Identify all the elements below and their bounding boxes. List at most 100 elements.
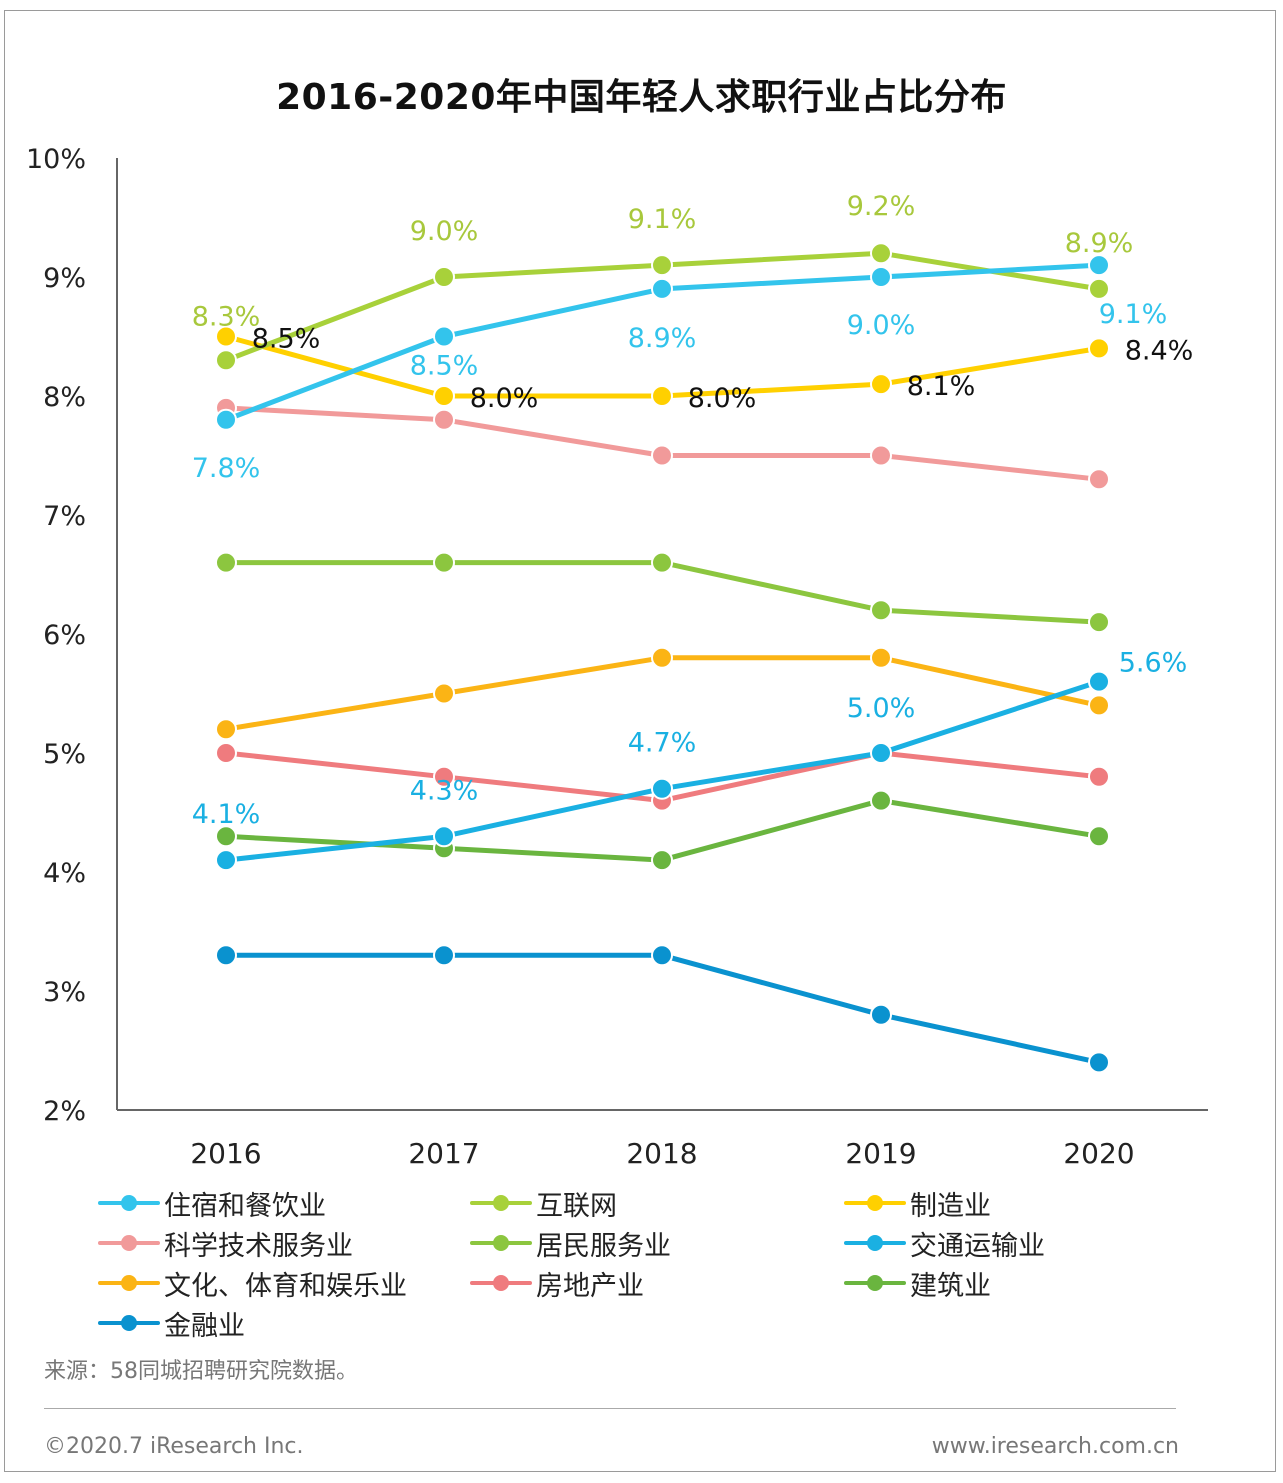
data-label: 8.9%: [1065, 228, 1134, 259]
data-label: 9.0%: [847, 310, 916, 341]
legend-swatch: [844, 1263, 906, 1303]
y-tick-label: 9%: [43, 263, 86, 294]
data-point: [215, 825, 237, 848]
data-label: 4.1%: [192, 799, 261, 830]
data-point: [433, 682, 455, 705]
data-point: [651, 944, 673, 967]
data-point: [1088, 694, 1110, 717]
data-point: [433, 385, 455, 407]
legend-item: 科学技术服务业: [98, 1223, 353, 1263]
legend-label: 科学技术服务业: [164, 1230, 353, 1262]
data-point: [215, 551, 237, 574]
data-label: 4.7%: [628, 728, 697, 759]
legend-swatch: [470, 1183, 532, 1223]
legend-swatch: [98, 1263, 160, 1303]
data-label: 8.5%: [252, 324, 321, 355]
data-point: [651, 254, 673, 277]
y-tick-label: 5%: [43, 739, 86, 770]
data-point: [651, 385, 673, 407]
x-tick-label: 2019: [845, 1137, 916, 1170]
data-point: [1088, 1051, 1110, 1074]
series-line: [223, 952, 1102, 1065]
data-point: [651, 646, 673, 669]
y-tick-label: 3%: [43, 977, 86, 1008]
legend-item: 金融业: [98, 1303, 245, 1343]
data-point: [870, 373, 892, 396]
legend-label: 建筑业: [910, 1270, 991, 1302]
legend-swatch: [98, 1303, 160, 1343]
y-tick-label: 6%: [43, 620, 86, 651]
legend-label: 房地产业: [536, 1270, 644, 1302]
data-point: [651, 551, 673, 574]
legend-item: 房地产业: [470, 1263, 644, 1303]
footer-divider: [44, 1408, 1176, 1409]
data-point: [215, 325, 237, 348]
data-point: [1088, 765, 1110, 788]
data-point: [1088, 277, 1110, 300]
y-tick-label: 4%: [43, 858, 86, 889]
legend-label: 金融业: [164, 1310, 245, 1342]
data-point: [1088, 670, 1110, 693]
data-label: 8.3%: [192, 301, 261, 332]
data-point: [215, 742, 237, 764]
x-tick-label: 2016: [190, 1137, 261, 1170]
data-point: [1088, 825, 1110, 848]
data-point: [215, 849, 237, 872]
legend-label: 互联网: [536, 1190, 617, 1222]
data-point: [433, 266, 455, 288]
data-label: 9.2%: [847, 191, 916, 222]
copyright-text: ©2020.7 iResearch Inc.: [44, 1434, 304, 1459]
data-point: [870, 1003, 892, 1026]
data-label: 9.1%: [1099, 299, 1168, 330]
y-tick-label: 8%: [43, 382, 86, 413]
data-point: [433, 765, 455, 788]
legend-item: 建筑业: [844, 1263, 991, 1303]
data-point: [870, 242, 892, 265]
data-point: [870, 266, 892, 288]
legend-swatch: [844, 1223, 906, 1263]
data-point: [215, 408, 237, 431]
x-tick-label: 2018: [626, 1137, 697, 1170]
data-point: [651, 444, 673, 467]
data-point: [433, 408, 455, 431]
x-tick-label: 2020: [1063, 1137, 1134, 1170]
data-label: 8.5%: [410, 351, 479, 382]
legend-swatch: [98, 1223, 160, 1263]
legend-label: 居民服务业: [536, 1230, 671, 1262]
data-label: 8.0%: [470, 383, 539, 414]
data-label: 8.4%: [1125, 335, 1194, 366]
data-label: 5.0%: [847, 693, 916, 724]
data-label: 8.0%: [688, 383, 757, 414]
legend-swatch: [470, 1223, 532, 1263]
chart-title: 2016-2020年中国年轻人求职行业占比分布: [276, 77, 1007, 118]
data-label: 9.0%: [410, 216, 479, 247]
data-point: [433, 325, 455, 348]
legend-item: 制造业: [844, 1183, 991, 1223]
data-point: [215, 718, 237, 741]
data-point: [651, 277, 673, 300]
legend-label: 制造业: [910, 1190, 991, 1222]
data-point: [215, 944, 237, 967]
legend-item: 居民服务业: [470, 1223, 671, 1263]
data-point: [215, 349, 237, 372]
data-point: [1088, 468, 1110, 491]
data-label: 5.6%: [1119, 648, 1188, 679]
legend-item: 住宿和餐饮业: [98, 1183, 326, 1223]
legend-label: 住宿和餐饮业: [164, 1190, 326, 1222]
data-point: [433, 551, 455, 574]
data-point: [651, 849, 673, 872]
legend-label: 交通运输业: [910, 1230, 1045, 1262]
legend-swatch: [844, 1183, 906, 1223]
legend-swatch: [470, 1263, 532, 1303]
data-label: 4.3%: [410, 775, 479, 806]
data-point: [1088, 254, 1110, 277]
legend-item: 互联网: [470, 1183, 617, 1223]
data-point: [870, 742, 892, 764]
legend-item: 文化、体育和娱乐业: [98, 1263, 407, 1303]
data-label: 7.8%: [192, 453, 261, 484]
data-label: 8.1%: [907, 371, 976, 402]
series-line: [223, 405, 1102, 482]
chart-frame: [4, 10, 1276, 1472]
data-point: [870, 789, 892, 812]
data-label: 8.9%: [628, 323, 697, 354]
